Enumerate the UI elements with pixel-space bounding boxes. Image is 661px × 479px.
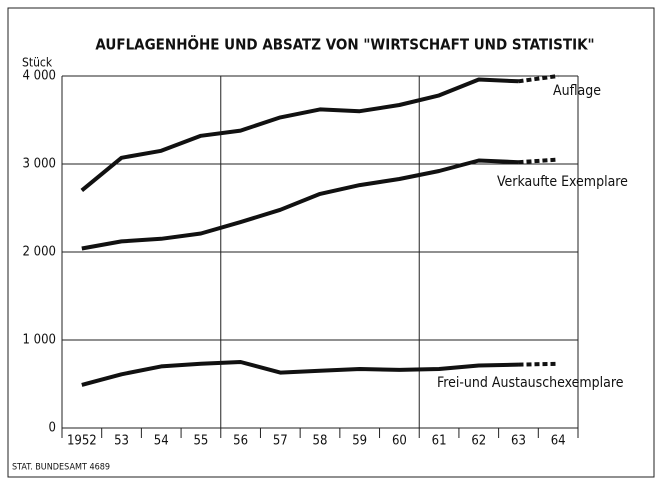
series-label: Verkaufte Exemplare [497, 174, 628, 190]
series-line-projected [518, 157, 559, 165]
x-tick-label: 57 [273, 434, 288, 449]
x-tick-label: 1952 [67, 434, 97, 449]
series-label: Frei-und Austauschexemplare [437, 375, 624, 391]
y-tick-label: 0 [49, 421, 56, 436]
x-tick-label: 63 [511, 434, 526, 449]
x-tick-label: 62 [471, 434, 486, 449]
y-tick-label: 3 000 [23, 157, 56, 172]
series-line [80, 77, 519, 192]
source: STAT. BUNDESAMT 4689 [12, 463, 110, 473]
series-label: Auflage [553, 83, 601, 99]
x-tick-label: 59 [352, 434, 367, 449]
x-tick-label: 58 [313, 434, 328, 449]
series-line-projected [518, 74, 559, 84]
frame [7, 7, 655, 478]
series-line [81, 360, 519, 387]
x-tick-label: 54 [154, 434, 169, 449]
y-tick-label: 2 000 [23, 245, 56, 260]
y-tick-label: 4 000 [23, 69, 56, 84]
series-line [81, 158, 519, 251]
x-tick-label: 56 [233, 434, 248, 449]
x-tick-label: 61 [432, 434, 447, 449]
y-unit: Stück [22, 56, 53, 70]
x-tick-label: 53 [114, 434, 129, 449]
x-tick-label: 55 [193, 434, 208, 449]
x-tick-label: 64 [551, 434, 566, 449]
series-line-projected [518, 361, 559, 367]
x-tick-label: 60 [392, 434, 407, 449]
chart-title: AUFLAGENHÖHE UND ABSATZ VON "WIRTSCHAFT … [95, 35, 594, 54]
y-tick-label: 1 000 [23, 333, 56, 348]
